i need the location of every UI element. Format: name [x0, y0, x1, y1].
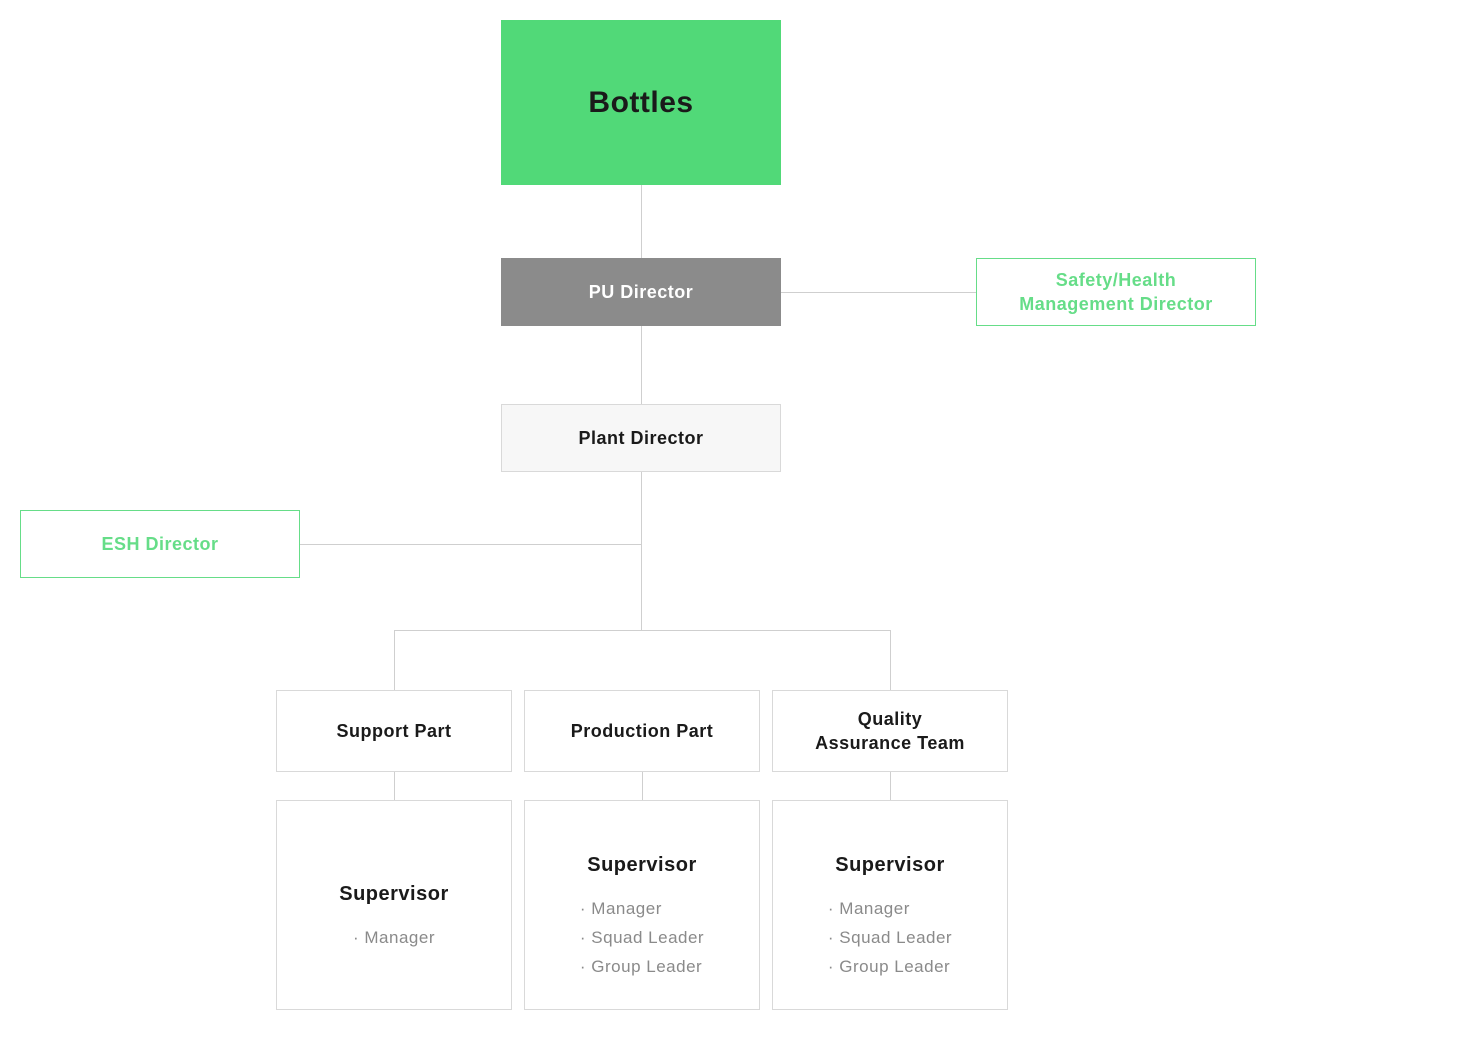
node-label: Production Part — [571, 719, 714, 743]
edge — [394, 630, 890, 631]
leaf-items: Manager Squad Leader Group Leader — [580, 895, 704, 982]
node-label: Support Part — [336, 719, 451, 743]
leaf-item: Manager — [828, 895, 952, 924]
leaf-item: Squad Leader — [580, 924, 704, 953]
leaf-title: Supervisor — [835, 854, 944, 877]
edge — [781, 292, 976, 293]
leaf-items: Manager Squad Leader Group Leader — [828, 895, 952, 982]
node-label-line2: Assurance Team — [815, 731, 965, 755]
node-production-part: Production Part — [524, 690, 760, 772]
leaf-title: Supervisor — [339, 883, 448, 906]
node-plant-director: Plant Director — [501, 404, 781, 472]
edge — [890, 772, 891, 800]
leaf-item: Group Leader — [828, 953, 952, 982]
leaf-item: Manager — [580, 895, 704, 924]
node-label: ESH Director — [101, 532, 218, 556]
org-chart: Bottles PU Director Safety/Health Manage… — [0, 0, 1470, 1053]
node-label-line2: Management Director — [1019, 292, 1213, 316]
node-label-line1: Quality — [858, 707, 923, 731]
leaf-support: Supervisor Manager — [276, 800, 512, 1010]
leaf-items: Manager — [353, 924, 435, 953]
edge — [641, 326, 642, 404]
node-esh-director: ESH Director — [20, 510, 300, 578]
leaf-item: Manager — [353, 924, 435, 953]
node-safety-health-director: Safety/Health Management Director — [976, 258, 1256, 326]
edge — [394, 630, 395, 690]
edge — [394, 772, 395, 800]
node-qa-team: Quality Assurance Team — [772, 690, 1008, 772]
edge — [641, 185, 642, 258]
edge — [641, 472, 642, 630]
node-label-line1: Safety/Health — [1056, 268, 1177, 292]
node-pu-director: PU Director — [501, 258, 781, 326]
edge — [300, 544, 641, 545]
edge — [890, 630, 891, 690]
node-label: PU Director — [589, 282, 694, 303]
leaf-item: Group Leader — [580, 953, 704, 982]
leaf-production: Supervisor Manager Squad Leader Group Le… — [524, 800, 760, 1010]
leaf-title: Supervisor — [587, 854, 696, 877]
node-root: Bottles — [501, 20, 781, 185]
node-label: Plant Director — [578, 428, 703, 449]
leaf-item: Squad Leader — [828, 924, 952, 953]
leaf-qa: Supervisor Manager Squad Leader Group Le… — [772, 800, 1008, 1010]
node-label: Bottles — [588, 86, 693, 120]
node-support-part: Support Part — [276, 690, 512, 772]
edge — [642, 772, 643, 800]
